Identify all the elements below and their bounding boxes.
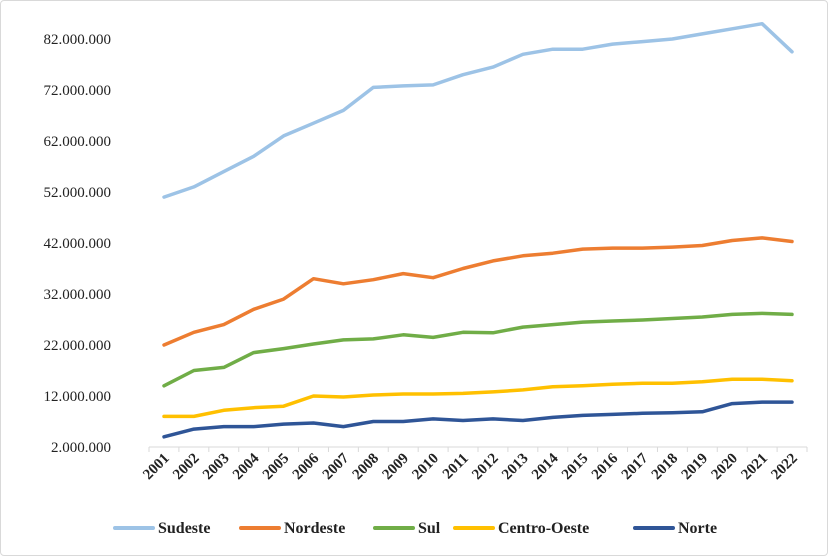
x-tick-label: 2020 [709,451,742,484]
x-tick-label: 2018 [649,451,682,484]
x-tick-label: 2006 [290,450,323,483]
legend-label-norte: Norte [678,520,717,537]
x-tick-label: 2010 [409,451,442,484]
x-tick-label: 2011 [440,451,472,483]
x-tick-label: 2009 [380,451,413,484]
x-axis-ticks: 2001200220032004200520062007200820092010… [140,447,808,484]
y-tick-label: 62.000.000 [44,134,112,150]
y-tick-label: 42.000.000 [44,236,112,252]
y-tick-label: 82.000.000 [44,32,112,48]
x-tick-label: 2014 [529,450,562,483]
y-axis-ticks: 2.000.000 12.000.000 22.000.000 32.000.000 4… [44,32,112,456]
x-tick-label: 2015 [559,451,592,484]
legend: Sudeste Nordeste Sul Centro-Oeste Norte [113,520,717,537]
x-tick-label: 2022 [768,451,801,484]
x-tick-label: 2003 [200,451,233,484]
series-line-norte [162,400,794,439]
x-tick-label: 2002 [170,451,203,484]
x-tick-label: 2017 [619,450,652,483]
x-tick-label: 2007 [320,450,353,483]
x-tick-label: 2008 [350,451,383,484]
y-tick-label: 22.000.000 [44,338,112,354]
y-tick-label: 72.000.000 [44,83,112,99]
series-line-sudeste [162,21,794,199]
x-tick-label: 2004 [230,450,263,483]
legend-label-sudeste: Sudeste [158,520,210,537]
x-tick-label: 2012 [469,451,502,484]
series-line-centro-oeste [162,377,794,419]
y-tick-label: 52.000.000 [44,185,112,201]
series-line-nordeste [162,236,794,347]
series-lines [162,21,794,439]
x-tick-label: 2001 [140,451,173,484]
y-tick-label: 12.000.000 [44,389,112,405]
x-tick-label: 2013 [499,451,532,484]
x-tick-label: 2016 [589,450,622,483]
x-tick-label: 2005 [260,451,293,484]
y-tick-label: 2.000.000 [51,440,111,456]
x-tick-label: 2019 [679,451,712,484]
legend-label-nordeste: Nordeste [284,520,345,537]
x-tick-label: 2021 [738,451,771,484]
y-tick-label: 32.000.000 [44,287,112,303]
legend-label-centro-oeste: Centro-Oeste [498,520,589,537]
legend-label-sul: Sul [418,520,441,537]
series-line-sul [162,311,794,388]
